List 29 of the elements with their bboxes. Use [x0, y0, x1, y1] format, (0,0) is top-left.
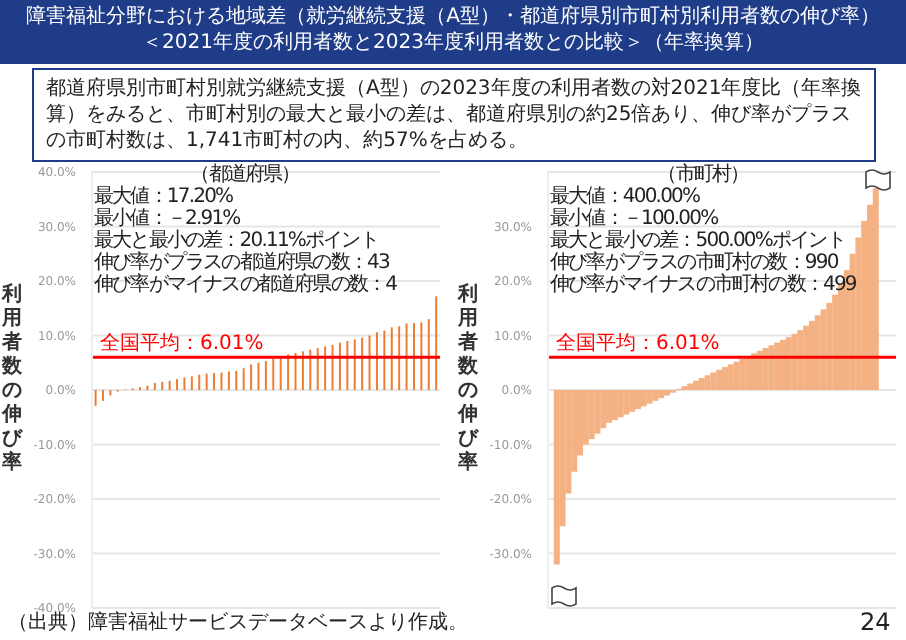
annotation: 24	[860, 608, 891, 636]
text: ＜2021年度の利用者数と2023年度利用者数との比較＞（年率換算）	[140, 30, 766, 56]
chart-subtitle: （都道府県）	[188, 164, 302, 186]
annotation: 最大値：400.00%	[550, 186, 702, 208]
bar	[664, 390, 670, 396]
annotation: 最小値：－2.91%	[94, 208, 242, 230]
bar	[658, 390, 665, 399]
annotation: 最小値：－100.00%	[550, 208, 720, 230]
annotation: 伸び率がマイナスの都道府県の数：4	[94, 274, 397, 296]
text: 都道府県別市町村別就労継続支援（A型）の2023年度の利用者数の対2021年度比（年率換算）をみると、市町村別の最大と最小の差は、都道府県別の約25倍あり、伸び率がプラスの市町村数は、1,741市町村の内、約57%を占める。	[32, 68, 876, 162]
annotation: 最大と最小の差：20.11%ポイント	[94, 230, 380, 252]
bar	[698, 378, 705, 390]
annotation: 最大値：17.20%	[94, 186, 235, 208]
annotation: 伸び率がマイナスの市町村の数：499	[550, 274, 856, 296]
y-axis-title: 利用者数の伸び率	[456, 284, 480, 476]
annotation: 伸び率がプラスの都道府県の数：43	[94, 252, 391, 274]
bar	[553, 390, 560, 565]
bar	[693, 380, 699, 390]
ref-line-label: 全国平均：6.01%	[556, 331, 720, 356]
bar	[687, 383, 694, 390]
text: 障害福祉分野における地域差（就労継続支援（A型）・都道府県別市町村別利用者数の伸び率）	[24, 4, 882, 30]
text: （出典）障害福祉サービスデータベースより作成。	[8, 612, 468, 636]
bar	[872, 188, 879, 390]
annotation: 伸び率がプラスの市町村の数：990	[550, 252, 840, 274]
bar	[652, 390, 659, 401]
y-axis-title: 利用者数の伸び率	[0, 284, 24, 476]
annotation: 最大と最小の差：500.00%ポイント	[550, 230, 847, 252]
chart-subtitle: （市町村）	[655, 164, 751, 186]
ref-line-label: 全国平均：6.01%	[100, 331, 264, 356]
